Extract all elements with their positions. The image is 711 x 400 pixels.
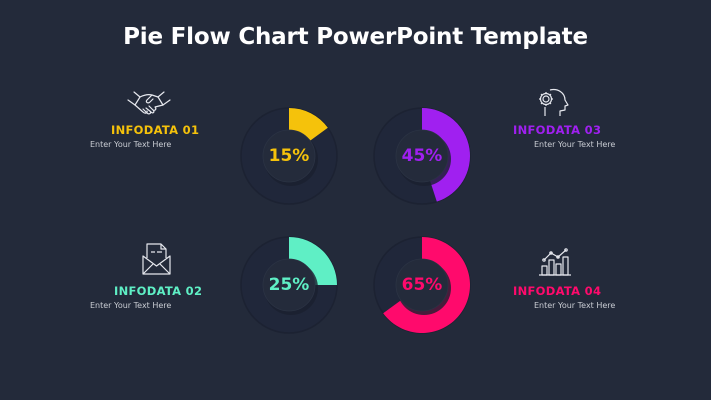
- head-gear-icon: [539, 88, 569, 116]
- donut-svg: [240, 236, 338, 334]
- donut-chart-02: 25%: [234, 230, 344, 340]
- donut-chart-03: 45%: [367, 101, 477, 211]
- mail-document-icon: [142, 243, 171, 275]
- donut-chart-01: 15%: [234, 101, 344, 211]
- info-text: Enter Your Text Here: [90, 140, 172, 149]
- percent-label: 45%: [401, 146, 443, 166]
- info-text: Enter Your Text Here: [534, 140, 616, 149]
- donut-svg: [373, 107, 471, 205]
- percent-label: 65%: [401, 275, 443, 295]
- page-title: Pie Flow Chart PowerPoint Template: [123, 24, 588, 50]
- donut-svg: [373, 236, 471, 334]
- donut-svg: [240, 107, 338, 205]
- bar-chart-growth-icon: [539, 248, 571, 276]
- info-text: Enter Your Text Here: [534, 301, 616, 310]
- info-text: Enter Your Text Here: [90, 301, 172, 310]
- donut-chart-04: 65%: [367, 230, 477, 340]
- percent-label: 25%: [268, 275, 310, 295]
- handshake-icon: [127, 91, 171, 115]
- info-label: INFODATA 01: [111, 123, 200, 137]
- info-label: INFODATA 04: [513, 284, 602, 298]
- percent-label: 15%: [268, 146, 310, 166]
- info-label: INFODATA 02: [114, 284, 203, 298]
- info-label: INFODATA 03: [513, 123, 602, 137]
